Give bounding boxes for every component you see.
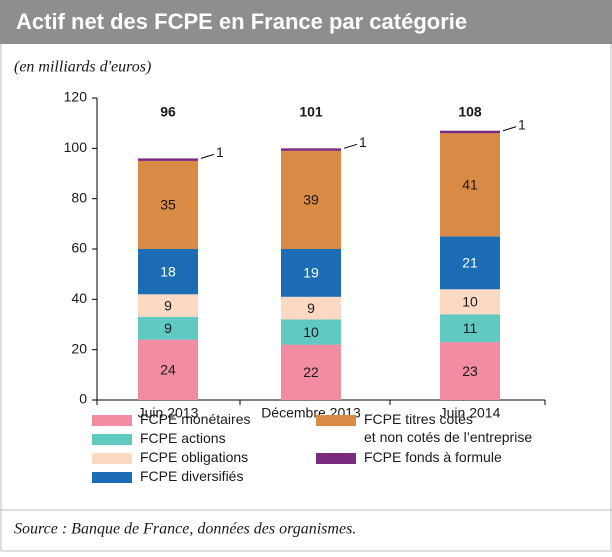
value-label: 9 (307, 300, 315, 316)
label-arrow (502, 126, 517, 132)
chart-title: Actif net des FCPE en France par catégor… (16, 9, 467, 34)
value-label: 1 (359, 134, 367, 150)
bar-segment (138, 158, 198, 161)
y-tick-label: 120 (64, 89, 88, 105)
value-label: 9 (164, 297, 172, 313)
y-tick-label: 100 (64, 139, 88, 155)
value-label: 24 (160, 362, 176, 378)
y-tick-label: 60 (71, 240, 87, 256)
value-label: 41 (462, 177, 478, 193)
value-label: 10 (462, 294, 478, 310)
total-label: 96 (160, 104, 176, 120)
x-tick-label: Décembre 2013 (261, 405, 361, 421)
y-tick-label: 40 (71, 290, 87, 306)
y-tick-label: 80 (71, 189, 87, 205)
x-tick-label: Juin 2013 (138, 405, 199, 421)
bar-segment (138, 339, 198, 400)
bar-segment (281, 296, 341, 320)
value-label: 21 (462, 255, 478, 271)
bar-segment (440, 342, 500, 400)
bar-segment (138, 249, 198, 295)
value-label: 35 (160, 197, 176, 213)
bar-segment (281, 319, 341, 345)
bar-segment (138, 294, 198, 317)
bar-segment (138, 160, 198, 249)
subtitle: (en milliards d'euros) (14, 59, 151, 76)
label-arrow (200, 153, 215, 159)
bar-segment (440, 314, 500, 343)
value-label: 9 (164, 320, 172, 336)
bar-segment (138, 316, 198, 340)
bar-segment (281, 249, 341, 297)
total-label: 108 (458, 104, 482, 120)
bar-segment (440, 289, 500, 315)
bar-segment (281, 344, 341, 400)
bar-segment (440, 130, 500, 134)
y-tick-label: 20 (71, 340, 87, 356)
value-label: 19 (303, 265, 319, 281)
value-label: 1 (518, 116, 526, 132)
total-label: 101 (299, 104, 323, 120)
value-label: 39 (303, 192, 319, 208)
value-label: 22 (303, 364, 319, 380)
y-tick-label: 0 (79, 391, 87, 407)
header (0, 0, 612, 44)
value-label: 18 (160, 263, 176, 279)
source: Source : Banque de France, données des o… (14, 521, 356, 538)
x-tick-label: Juin 2014 (440, 405, 501, 421)
bar-segment (440, 236, 500, 290)
bar-segment (281, 148, 341, 151)
value-label: 11 (463, 320, 478, 336)
bar-segment (440, 133, 500, 237)
label-arrow (343, 143, 358, 149)
value-label: 10 (303, 324, 319, 340)
value-label: 1 (216, 144, 224, 160)
bar-segment (281, 150, 341, 249)
value-label: 23 (462, 363, 478, 379)
